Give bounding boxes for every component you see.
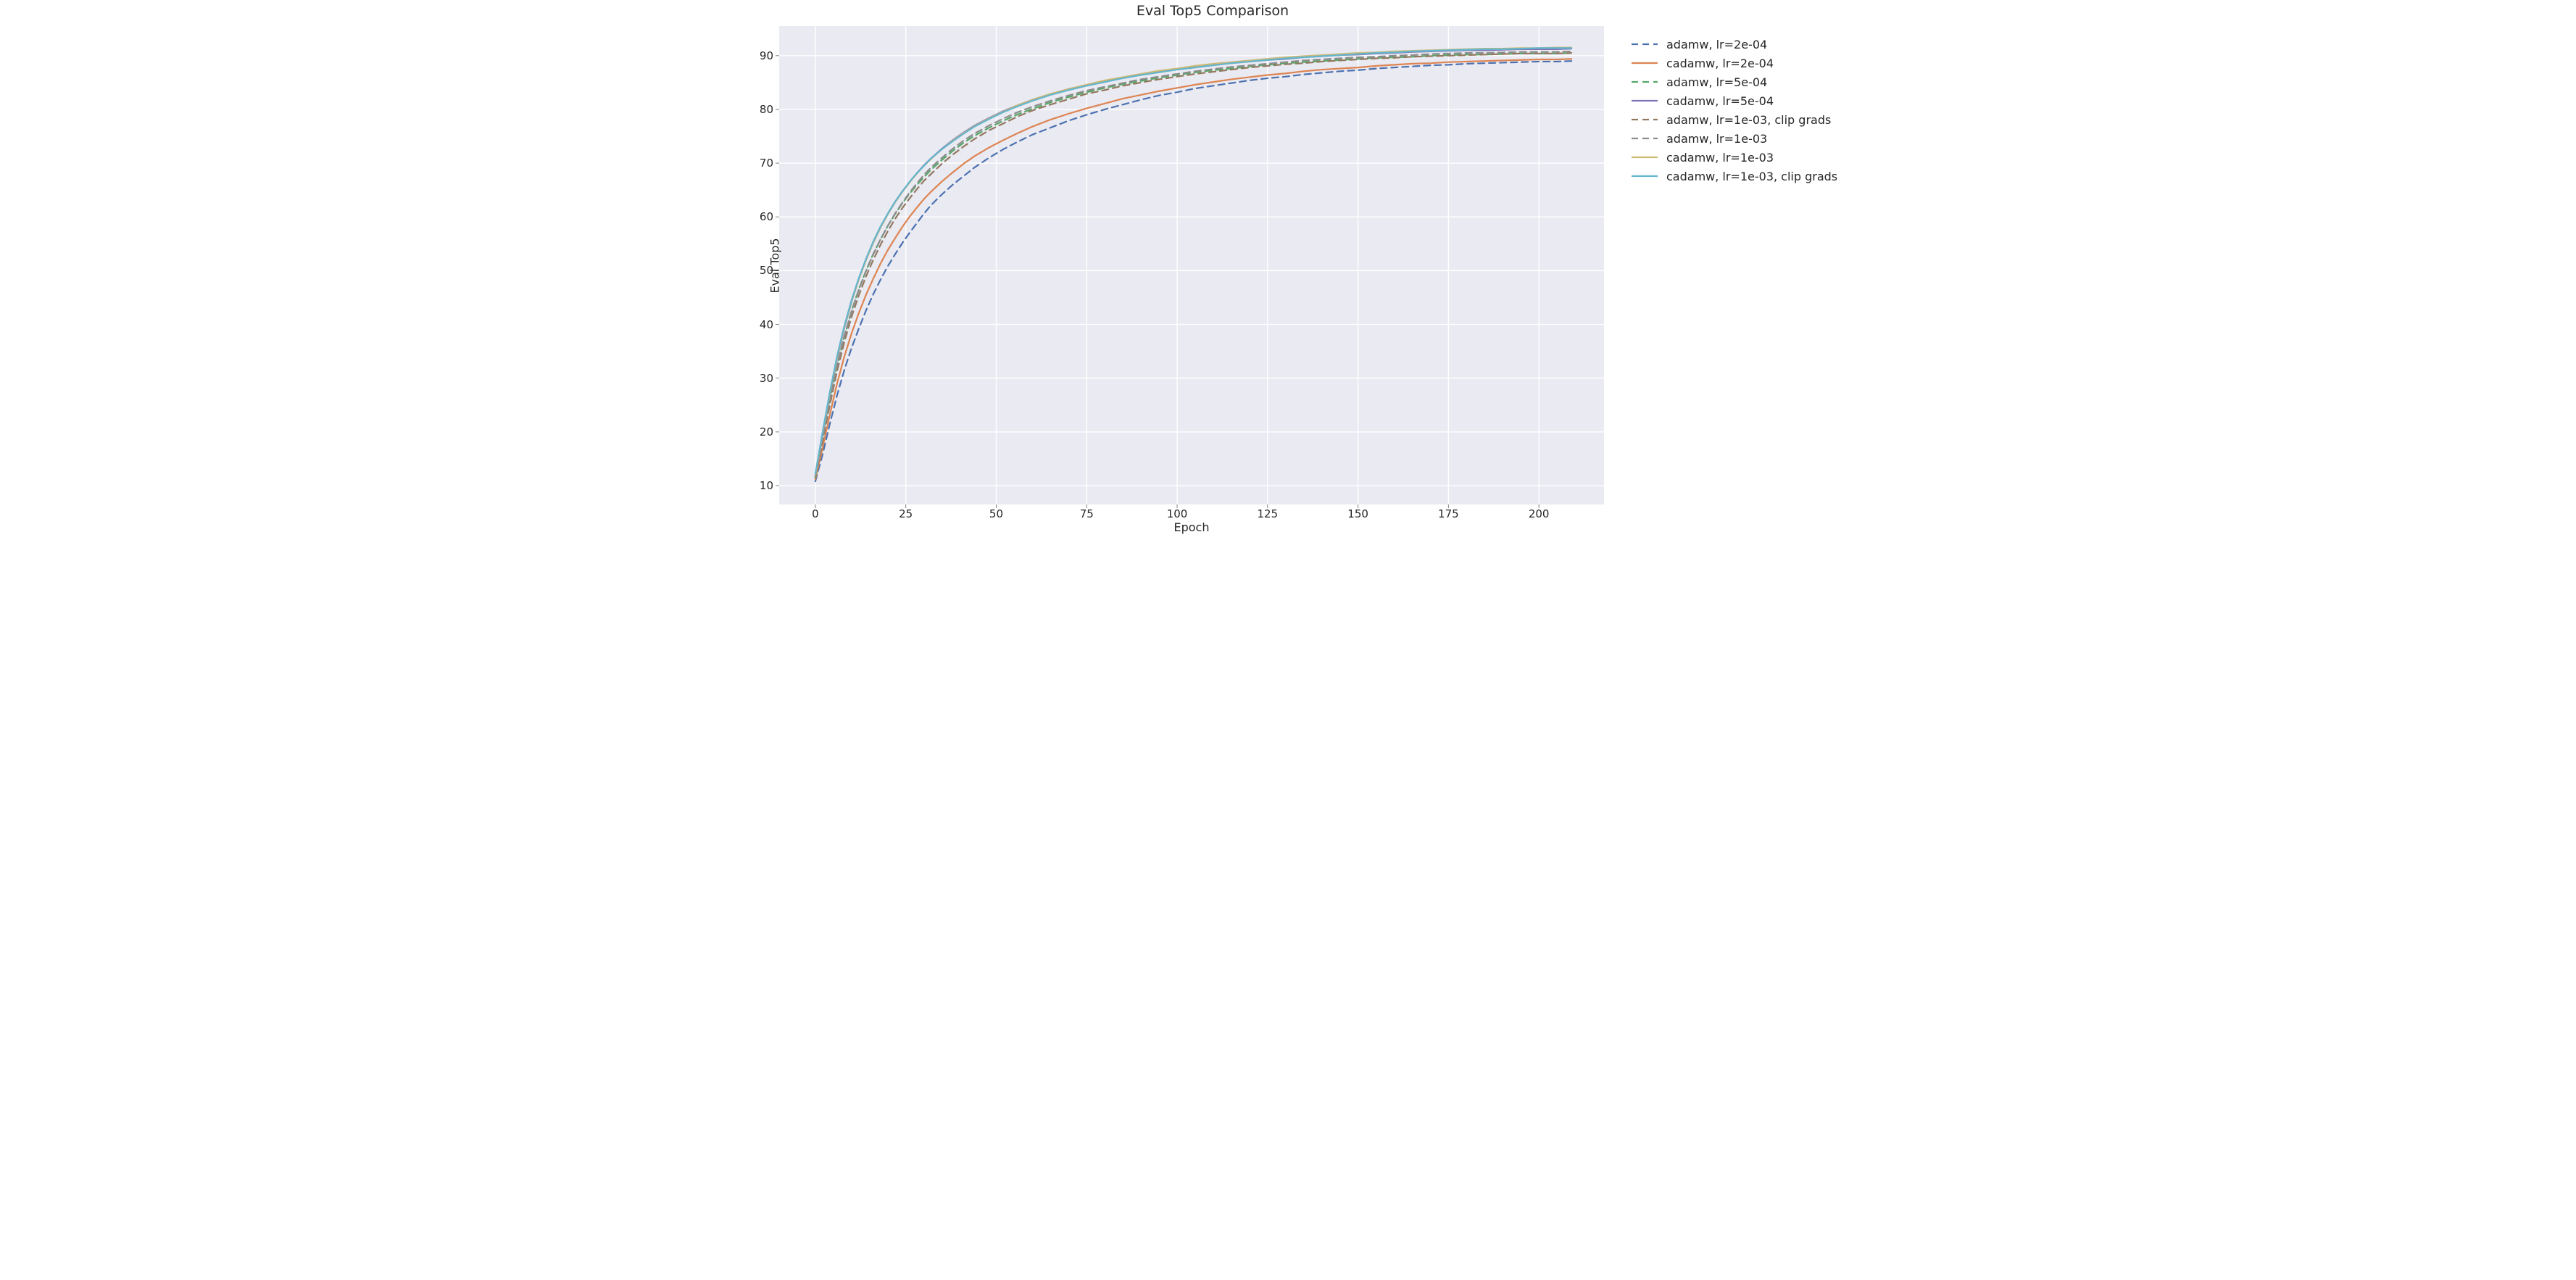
legend-label: adamw, lr=1e-03: [1666, 132, 1767, 146]
legend-row: cadamw, lr=2e-04: [1632, 54, 1837, 72]
legend-swatch-icon: [1632, 113, 1658, 126]
y-tick-label: 70: [760, 157, 773, 170]
legend-swatch-icon: [1632, 151, 1658, 164]
x-tick-label: 150: [1347, 507, 1368, 520]
legend-row: adamw, lr=1e-03: [1632, 129, 1837, 148]
series-line-3: [815, 49, 1571, 475]
legend-swatch-icon: [1632, 94, 1658, 107]
y-tick-label: 60: [760, 210, 773, 223]
series-line-4: [815, 53, 1571, 476]
x-tick-label: 200: [1529, 507, 1550, 520]
x-tick-label: 25: [899, 507, 913, 520]
y-tick-label: 90: [760, 49, 773, 62]
x-tick-label: 125: [1257, 507, 1278, 520]
y-tick-label: 30: [760, 372, 773, 385]
legend-swatch-icon: [1632, 132, 1658, 145]
legend-row: cadamw, lr=1e-03, clip grads: [1632, 167, 1837, 186]
legend: adamw, lr=2e-04 cadamw, lr=2e-04 adamw, lr…: [1632, 35, 1837, 186]
legend-row: adamw, lr=2e-04: [1632, 35, 1837, 54]
x-tick-label: 75: [1080, 507, 1094, 520]
legend-row: cadamw, lr=1e-03: [1632, 148, 1837, 167]
series-line-5: [815, 51, 1571, 476]
legend-label: cadamw, lr=1e-03: [1666, 151, 1774, 165]
series-line-2: [815, 53, 1571, 478]
x-tick-label: 0: [812, 507, 819, 520]
y-axis-label: Eval Top5: [747, 26, 802, 504]
y-tick-label: 80: [760, 103, 773, 116]
series-line-6: [815, 48, 1571, 475]
line-chart: [779, 26, 1604, 504]
figure: Eval Top5 Comparison Eval Top5 Epoch 0 25…: [737, 0, 1839, 548]
legend-label: cadamw, lr=2e-04: [1666, 57, 1774, 70]
legend-label: cadamw, lr=5e-04: [1666, 94, 1774, 108]
legend-row: adamw, lr=1e-03, clip grads: [1632, 110, 1837, 129]
legend-swatch-icon: [1632, 75, 1658, 88]
legend-label: cadamw, lr=1e-03, clip grads: [1666, 170, 1837, 183]
y-tick-label: 50: [760, 264, 773, 277]
legend-row: adamw, lr=5e-04: [1632, 72, 1837, 91]
x-tick-label: 100: [1167, 507, 1188, 520]
legend-row: cadamw, lr=5e-04: [1632, 91, 1837, 110]
x-axis-label: Epoch: [779, 520, 1604, 534]
y-tick-label: 20: [760, 425, 773, 439]
x-tick-label: 175: [1438, 507, 1459, 520]
legend-swatch-icon: [1632, 170, 1658, 183]
legend-label: adamw, lr=5e-04: [1666, 75, 1767, 89]
chart-title: Eval Top5 Comparison: [779, 3, 1646, 19]
series-line-1: [815, 59, 1571, 479]
x-tick-label: 50: [989, 507, 1003, 520]
series-line-0: [815, 61, 1571, 481]
legend-label: adamw, lr=1e-03, clip grads: [1666, 113, 1831, 127]
legend-label: adamw, lr=2e-04: [1666, 38, 1767, 51]
y-tick-label: 40: [760, 318, 773, 331]
legend-swatch-icon: [1632, 57, 1658, 70]
series-line-7: [815, 48, 1571, 473]
legend-swatch-icon: [1632, 38, 1658, 51]
y-tick-label: 10: [760, 479, 773, 492]
